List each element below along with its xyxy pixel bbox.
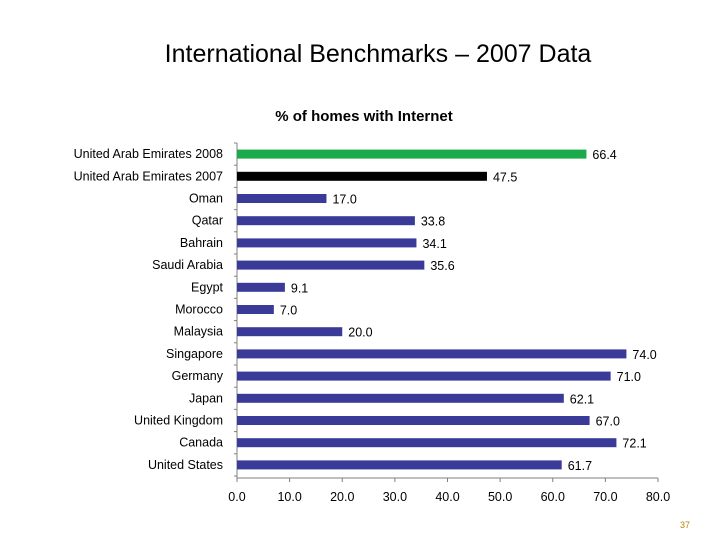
value-label: 47.5 (493, 170, 517, 184)
chart-bars (237, 149, 627, 470)
value-label: 72.1 (622, 437, 646, 451)
category-label: Qatar (192, 214, 223, 228)
category-label: Saudi Arabia (152, 258, 223, 272)
category-label: Singapore (166, 347, 223, 361)
category-label: United States (148, 458, 223, 472)
bar-9 (237, 349, 627, 359)
bar-0 (237, 149, 587, 159)
bar-13 (237, 438, 617, 448)
x-tick-label: 30.0 (383, 490, 407, 504)
x-tick-label: 50.0 (488, 490, 512, 504)
value-label: 35.6 (430, 259, 454, 273)
bar-3 (237, 216, 415, 226)
chart-axes (234, 142, 659, 482)
x-tick-label: 20.0 (330, 490, 354, 504)
category-label: Germany (172, 369, 224, 383)
value-label: 67.0 (596, 415, 620, 429)
x-tick-label: 0.0 (228, 490, 245, 504)
bar-5 (237, 260, 425, 270)
bar-7 (237, 305, 274, 314)
category-labels: United Arab Emirates 2008 United Arab Emi… (74, 147, 224, 472)
x-tick-labels: 0.0 10.0 20.0 30.0 40.0 50.0 60.0 70.0 80.0 (228, 490, 670, 504)
category-label: Bahrain (180, 236, 223, 250)
category-label: United Arab Emirates 2007 (74, 169, 223, 183)
category-label: Oman (189, 192, 223, 206)
category-label: United Arab Emirates 2008 (74, 147, 223, 161)
category-label: United Kingdom (134, 414, 223, 428)
category-label: Malaysia (174, 325, 223, 339)
value-label: 17.0 (332, 193, 356, 207)
value-label: 61.7 (568, 459, 592, 473)
category-label: Canada (179, 436, 223, 450)
category-label: Japan (189, 391, 223, 405)
x-tick-label: 40.0 (435, 490, 459, 504)
bar-11 (237, 393, 564, 403)
x-tick-label: 60.0 (541, 490, 565, 504)
bar-6 (237, 282, 285, 292)
category-label: Egypt (191, 280, 223, 294)
bar-4 (237, 238, 417, 248)
slide-title: International Benchmarks – 2007 Data (164, 40, 592, 68)
value-label: 66.4 (592, 148, 616, 162)
value-label: 20.0 (348, 326, 372, 340)
value-labels: 66.4 47.5 17.0 33.8 34.1 35.6 9.1 7.0 20.0 74.0 71… (280, 148, 657, 473)
bar-10 (237, 371, 611, 381)
x-tick-label: 80.0 (646, 490, 670, 504)
bar-12 (237, 416, 590, 425)
bar-2 (237, 194, 327, 203)
value-label: 34.1 (422, 237, 446, 251)
value-label: 71.0 (617, 370, 641, 384)
value-label: 7.0 (280, 304, 297, 318)
bar-1 (237, 171, 487, 181)
value-label: 62.1 (570, 392, 594, 406)
x-tick-label: 70.0 (593, 490, 617, 504)
category-label: Morocco (175, 303, 223, 317)
bar-14 (237, 460, 562, 470)
x-tick-label: 10.0 (277, 490, 301, 504)
bar-8 (237, 327, 343, 337)
value-label: 33.8 (421, 215, 445, 229)
value-label: 9.1 (291, 281, 308, 295)
chart-title: % of homes with Internet (275, 108, 453, 125)
page-number: 37 (680, 520, 691, 530)
value-label: 74.0 (632, 348, 656, 362)
